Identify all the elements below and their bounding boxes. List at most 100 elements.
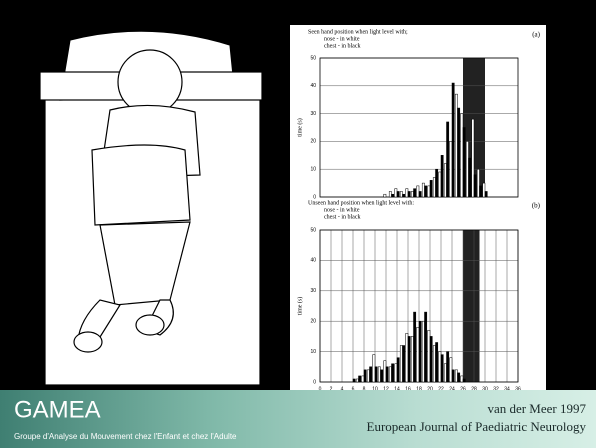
- bar: [355, 378, 359, 383]
- bar: [462, 378, 466, 383]
- bar: [394, 363, 398, 383]
- x-tick-label: 30: [482, 386, 488, 392]
- bar: [457, 372, 461, 383]
- x-tick-label: 24: [449, 386, 455, 392]
- bar: [407, 191, 411, 198]
- y-tick-label: 30: [310, 111, 316, 117]
- bar: [418, 191, 422, 198]
- bar: [385, 366, 389, 383]
- bar: [374, 366, 378, 383]
- x-tick-label: 34: [504, 386, 510, 392]
- bar: [421, 320, 425, 383]
- y-axis-label: time (s): [296, 297, 303, 316]
- bar: [438, 171, 442, 198]
- baby-illustration: [39, 30, 263, 386]
- bar: [427, 330, 431, 383]
- brand-subtitle: Groupe d'Analyse du Mouvement chez l'Enf…: [14, 432, 237, 441]
- bar: [446, 121, 450, 198]
- bar: [399, 191, 403, 198]
- bar: [405, 188, 409, 198]
- chart-title: Unseen hand position when light level wi…: [308, 200, 414, 206]
- bar: [396, 191, 400, 198]
- y-axis-label: time (s): [296, 118, 303, 137]
- x-tick-label: 32: [493, 386, 499, 392]
- bar: [462, 127, 466, 198]
- bar: [427, 185, 431, 198]
- chart-title: chest - in black: [324, 43, 361, 49]
- bar: [358, 375, 362, 383]
- x-tick-label: 36: [515, 386, 521, 392]
- light-level-band: [463, 230, 480, 382]
- bar: [407, 336, 411, 383]
- bar: [416, 327, 420, 383]
- bar: [391, 363, 395, 383]
- bar: [352, 378, 356, 383]
- y-tick-label: 50: [310, 55, 316, 61]
- bar: [435, 168, 439, 198]
- bar: [388, 191, 392, 198]
- panel-label: (b): [532, 202, 541, 210]
- chart-title: nose - in white: [324, 207, 360, 213]
- bar: [399, 345, 403, 383]
- bar: [440, 354, 444, 383]
- bar: [460, 113, 464, 198]
- x-tick-label: 20: [427, 386, 433, 392]
- bar: [443, 163, 447, 198]
- bar: [440, 155, 444, 198]
- bar: [435, 342, 439, 383]
- panel-label: (a): [532, 31, 540, 39]
- bar: [377, 366, 381, 383]
- bar: [410, 336, 414, 383]
- bar: [424, 311, 428, 383]
- bar: [432, 345, 436, 383]
- bar: [421, 182, 425, 198]
- bar: [468, 157, 472, 198]
- bar: [418, 320, 422, 383]
- bar: [361, 375, 365, 383]
- bar: [476, 168, 480, 198]
- bar: [394, 188, 398, 198]
- bar: [405, 333, 409, 383]
- bar: [429, 180, 433, 198]
- y-tick-label: 40: [310, 258, 316, 264]
- bar: [449, 357, 453, 383]
- bar: [416, 185, 420, 198]
- x-tick-label: 6: [352, 386, 355, 392]
- credit: van der Meer 1997: [487, 401, 586, 416]
- bar: [383, 193, 387, 198]
- y-tick-label: 0: [313, 379, 316, 385]
- chart-title: nose - in white: [324, 36, 360, 42]
- y-tick-label: 0: [313, 194, 316, 200]
- x-tick-label: 16: [405, 386, 411, 392]
- bar: [454, 369, 458, 383]
- y-tick-label: 40: [310, 83, 316, 89]
- brand: GAMEA: [14, 396, 101, 423]
- x-tick-label: 22: [438, 386, 444, 392]
- x-tick-label: 14: [394, 386, 400, 392]
- bar: [443, 363, 447, 383]
- y-tick-label: 10: [310, 167, 316, 173]
- bar: [424, 185, 428, 198]
- x-tick-label: 12: [383, 386, 389, 392]
- bar: [449, 141, 453, 198]
- y-tick-label: 10: [310, 349, 316, 355]
- bar: [446, 351, 450, 383]
- y-tick-label: 20: [310, 139, 316, 145]
- y-tick-label: 50: [310, 227, 316, 233]
- bar: [457, 107, 461, 198]
- bar: [413, 311, 417, 383]
- bar: [402, 345, 406, 383]
- bar: [383, 360, 387, 383]
- bar: [388, 366, 392, 383]
- bar: [380, 369, 384, 383]
- bar: [402, 193, 406, 198]
- bar: [372, 354, 376, 383]
- chart-title: chest - in black: [324, 214, 361, 220]
- bar: [410, 191, 414, 198]
- x-tick-label: 28: [471, 386, 477, 392]
- bar: [432, 177, 436, 198]
- bar: [451, 369, 455, 383]
- bar: [465, 141, 469, 198]
- x-tick-label: 18: [416, 386, 422, 392]
